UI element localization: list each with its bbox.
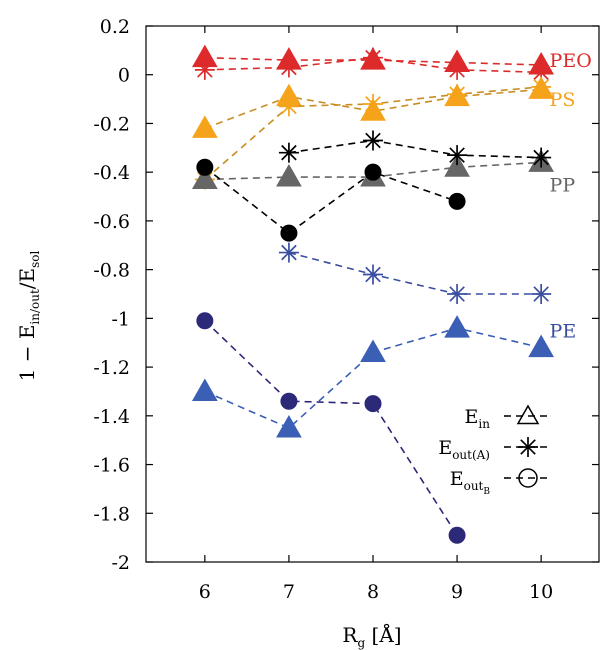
point-circle — [518, 468, 538, 488]
series-line — [288, 139, 542, 159]
point-asterisk — [447, 284, 468, 304]
series-labels: PEO PS PP PE — [550, 50, 592, 342]
series-line — [204, 166, 458, 235]
y-tick-label: -1.6 — [93, 455, 130, 477]
series-pe-circle — [196, 312, 466, 544]
legend-item-asterisk: Eout(A) — [438, 437, 552, 462]
point-triangle — [191, 378, 218, 401]
legend-item-triangle: Ein — [465, 404, 552, 431]
y-axis-label: 1 − Ein/out/Esol — [15, 250, 42, 381]
x-tick-label: 6 — [199, 581, 211, 603]
point-asterisk — [363, 130, 383, 151]
point-triangle — [276, 164, 302, 187]
y-tick-label: -0.2 — [93, 113, 130, 135]
point-triangle — [444, 315, 470, 338]
point-asterisk — [278, 57, 299, 78]
x-tick-label: 8 — [367, 581, 379, 603]
x-tick-label: 7 — [283, 581, 295, 603]
series-label-pp: PP — [550, 174, 576, 196]
point-asterisk — [531, 76, 552, 97]
point-asterisk — [278, 96, 299, 117]
y-tick-label: 0 — [118, 65, 130, 87]
point-circle — [448, 192, 466, 210]
series-peo-asterisk — [194, 47, 552, 83]
y-tick-label: 0.2 — [100, 16, 130, 38]
y-tick-label: -0.4 — [93, 162, 130, 184]
point-circle — [196, 312, 214, 330]
group-pe — [191, 242, 555, 544]
point-triangle — [528, 334, 555, 358]
point-circle — [280, 224, 298, 242]
y-axis-label-mid: /E — [15, 268, 39, 289]
y-tick-label: -2 — [111, 552, 130, 574]
point-triangle — [191, 115, 218, 138]
x-axis-label-unit: [Å] — [365, 622, 401, 647]
point-asterisk — [447, 145, 468, 166]
legend-label: Ein — [465, 406, 491, 431]
x-axis-label-sub: g — [357, 636, 365, 650]
series-line — [288, 251, 542, 295]
point-asterisk — [531, 284, 552, 304]
point-circle — [448, 526, 466, 544]
point-asterisk — [363, 47, 383, 68]
series-pe-asterisk — [278, 242, 552, 304]
point-triangle — [191, 166, 218, 189]
point-asterisk — [518, 437, 538, 457]
point-triangle — [360, 339, 386, 362]
series-pp-circle — [196, 158, 466, 242]
y-tick-label: -1.8 — [93, 503, 130, 525]
legend-label: EoutB — [450, 468, 491, 497]
point-asterisk — [531, 147, 552, 168]
series-layer — [191, 44, 555, 544]
point-asterisk — [363, 93, 383, 114]
point-circle — [196, 158, 214, 176]
point-triangle — [516, 404, 540, 425]
x-axis-label: Rg [Å] — [342, 622, 401, 650]
point-circle — [280, 392, 298, 410]
y-tick-label: -0.6 — [93, 211, 130, 233]
legend-item-circle: EoutB — [450, 468, 552, 497]
series-label-peo: PEO — [550, 50, 592, 72]
y-tick-label: -1.2 — [93, 357, 130, 379]
y-axis-label-sub1: in/out — [28, 289, 42, 325]
point-triangle — [276, 414, 302, 438]
point-circle — [364, 163, 382, 181]
group-pp — [191, 130, 555, 242]
y-axis-label-sub2: sol — [28, 250, 42, 267]
y-tick-label: -0.8 — [93, 260, 130, 282]
series-pe-triangle — [191, 315, 555, 438]
point-asterisk — [363, 264, 383, 285]
point-asterisk — [447, 59, 468, 80]
ticks: 6 7 8 9 10 0.2 0 -0.2 -0.4 -0.6 -0.8 -1 -1.2 -1.4 -1.6… — [93, 16, 599, 603]
x-tick-label: 9 — [451, 581, 463, 603]
x-axis-label-main: R — [342, 623, 358, 647]
y-tick-label: -1 — [111, 308, 130, 330]
legend-label: Eout(A) — [438, 437, 490, 462]
series-line — [204, 320, 458, 536]
series-label-ps: PS — [550, 89, 576, 111]
y-axis-label-lead: 1 − E — [15, 325, 39, 382]
y-tick-label: -1.4 — [93, 406, 130, 428]
series-pp-asterisk — [278, 130, 552, 168]
point-asterisk — [278, 242, 299, 263]
point-triangle — [444, 154, 470, 177]
series-line — [204, 88, 542, 130]
series-label-pe: PE — [550, 321, 577, 343]
point-asterisk — [447, 84, 468, 105]
group-ps — [191, 76, 555, 190]
point-asterisk — [278, 142, 299, 163]
point-circle — [364, 395, 382, 413]
x-tick-label: 10 — [529, 581, 553, 603]
point-asterisk — [194, 59, 215, 80]
legend: Ein Eout(A) EoutB — [438, 404, 552, 497]
group-peo — [191, 44, 555, 83]
